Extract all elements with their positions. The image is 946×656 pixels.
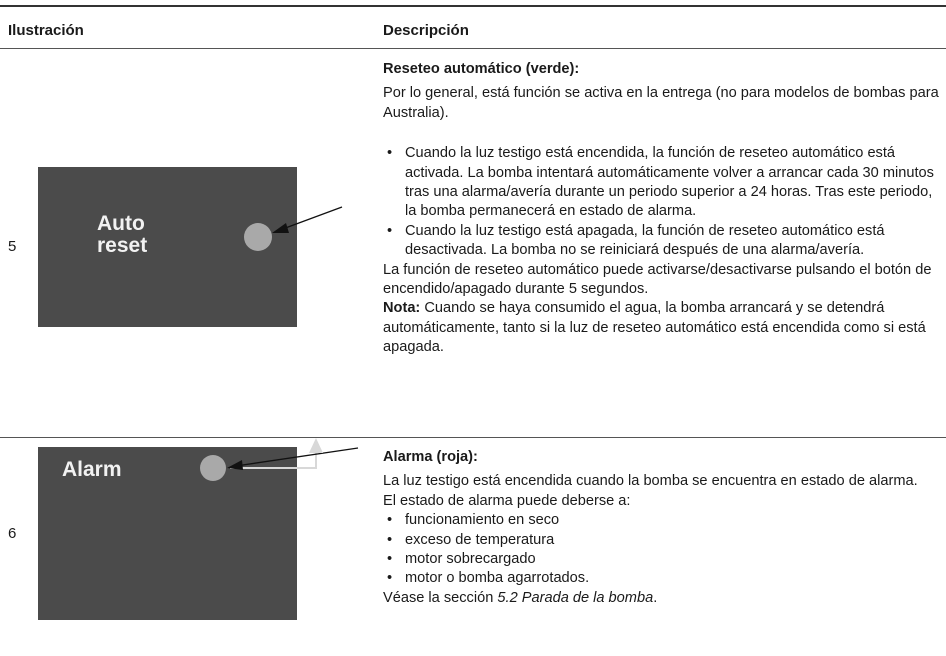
paragraph: La función de reseteo automático puede a… <box>383 261 932 298</box>
header-rule <box>0 48 946 49</box>
row-number: 5 <box>8 238 17 255</box>
item-title: Alarma (roja): <box>383 449 478 465</box>
illustration: Alarm <box>38 440 359 620</box>
indicator-light <box>200 455 226 481</box>
bullet: motor sobrecargado <box>383 550 939 570</box>
panel-arrow-head <box>309 438 323 453</box>
note: Nota: Cuando se haya consumido el agua, … <box>383 299 939 357</box>
indicator-light <box>244 223 272 251</box>
top-rule <box>0 5 946 7</box>
pointer-line <box>235 447 359 467</box>
note-text: Cuando se haya consumido el agua, la bom… <box>383 300 926 356</box>
panel <box>38 447 297 620</box>
paragraph: Por lo general, está función se activa e… <box>383 85 939 121</box>
paragraph: La luz testigo está encendida cuando la … <box>383 473 918 490</box>
row-number: 6 <box>8 525 17 542</box>
illustration: Auto reset <box>38 167 343 327</box>
description: Alarma (roja): La luz testigo está encen… <box>383 448 939 608</box>
bullet-list: funcionamiento en seco exceso de tempera… <box>383 511 939 589</box>
panel-label: Auto <box>97 212 145 235</box>
note-label: Nota: <box>383 300 421 317</box>
bullet: funcionamiento en seco <box>383 511 939 531</box>
description: Reseteo automático (verde): Por lo gener… <box>383 60 939 358</box>
arrow-head <box>309 438 323 453</box>
panel-label: Alarm <box>62 458 122 481</box>
reference-end: . <box>653 589 658 606</box>
pointer-line <box>279 206 343 231</box>
paragraph: El estado de alarma puede deberse a: <box>383 492 631 509</box>
panel-label: reset <box>97 234 147 257</box>
pointer-head <box>272 223 289 233</box>
reference-text: Véase la sección <box>383 589 494 606</box>
row-rule <box>0 437 946 438</box>
item-title: Reseteo automático (verde): <box>383 61 580 77</box>
reference-section: 5.2 Parada de la bomba <box>497 589 654 606</box>
panel-arrow <box>230 440 317 469</box>
spacer <box>383 123 939 144</box>
bullet: Cuando la luz testigo está apagada, la f… <box>383 222 939 261</box>
bullet: motor o bomba agarrotados. <box>383 569 939 589</box>
pointer-head <box>227 460 243 470</box>
bullet: Cuando la luz testigo está encendida, la… <box>383 144 939 222</box>
bullet-list: Cuando la luz testigo está encendida, la… <box>383 144 939 260</box>
column-header: Descripción <box>383 22 469 39</box>
column-header: Ilustración <box>8 22 84 39</box>
reference: Véase la sección 5.2 Parada de la bomba. <box>383 589 939 608</box>
bullet: exceso de temperatura <box>383 531 939 551</box>
